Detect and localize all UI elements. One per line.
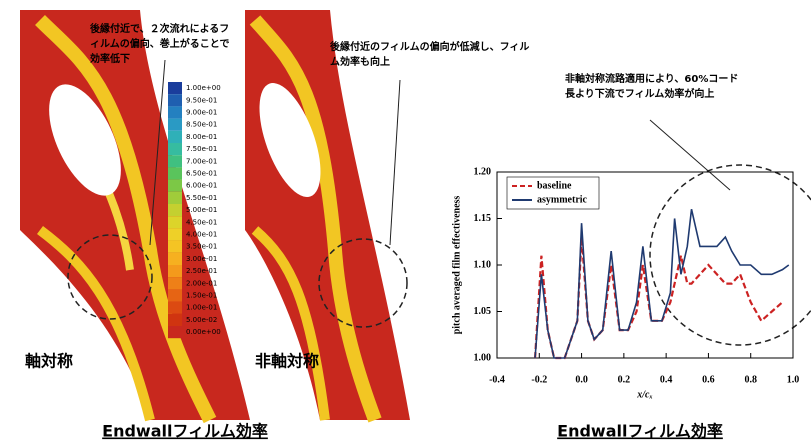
colorbar-swatch — [168, 179, 182, 192]
legend-label: baseline — [537, 180, 572, 191]
x-tick-label: -0.4 — [489, 374, 505, 385]
colorbar-label: 6.50e-01 — [186, 170, 217, 178]
x-axis-label: x/cₓ — [636, 389, 653, 400]
x-tick-label: 0.0 — [575, 374, 588, 385]
pointer — [389, 79, 401, 246]
colorbar-swatch — [168, 216, 182, 229]
colorbar-label: 7.00e-01 — [186, 157, 217, 165]
colorbar-label: 3.00e-01 — [186, 255, 217, 263]
caption: Endwallフィルム効率 — [557, 422, 723, 441]
colorbar-swatch — [168, 228, 182, 241]
x-tick-label: 0.4 — [660, 374, 673, 385]
annotation: 後縁付近のフィルムの偏向が低減し、フィルム効率も向上 — [330, 42, 530, 68]
x-tick-label: 0.6 — [702, 374, 715, 385]
colorbar-label: 2.50e-01 — [186, 267, 217, 275]
colorbar-label: 6.00e-01 — [186, 182, 217, 190]
annotation: 非軸対称流路適用により、60%コード長より下流でフィルム効率が向上 — [565, 74, 739, 100]
colorbar-swatch — [168, 204, 182, 217]
y-tick-label: 1.00 — [474, 352, 492, 363]
y-tick-label: 1.05 — [474, 306, 492, 317]
pointer — [149, 59, 166, 246]
colorbar-label: 9.50e-01 — [186, 96, 217, 104]
colorbar-label: 7.50e-01 — [186, 145, 217, 153]
colorbar-swatch — [168, 82, 182, 95]
colorbar-label: 9.00e-01 — [186, 109, 217, 117]
colorbar-label: 4.00e-01 — [186, 231, 217, 239]
annotation-text: 後縁付近で、２次流れによるフィルムの偏向、巻上がることで効率低下 — [90, 24, 230, 65]
panel-label: 軸対称 — [25, 352, 73, 371]
colorbar-swatch — [168, 289, 182, 302]
colorbar-swatch — [168, 118, 182, 131]
colorbar-swatch — [168, 326, 182, 339]
colorbar-label: 1.00e+00 — [186, 84, 221, 92]
colorbar-swatch — [168, 277, 182, 290]
colorbar-swatch — [168, 155, 182, 168]
x-tick-label: -0.2 — [531, 374, 547, 385]
legend-box — [506, 176, 600, 210]
legend-label: asymmetric — [537, 194, 588, 205]
colorbar-label: 5.00e-02 — [186, 316, 217, 324]
caption: Endwallフィルム効率 — [102, 422, 268, 441]
series-line — [533, 237, 784, 360]
colorbar-label: 8.50e-01 — [186, 121, 217, 129]
colorbar-swatch — [168, 252, 182, 265]
colorbar-label: 8.00e-01 — [186, 133, 217, 141]
colorbar-swatch — [168, 313, 182, 326]
y-tick-label: 1.10 — [474, 259, 492, 270]
right-contour — [245, 10, 410, 423]
colorbar-label: 5.00e-01 — [186, 206, 217, 214]
chart: 1.00 1.05 1.10 1.15 1.20 -0.4 -0.2 0.0 0.2 0.4 0.6… — [451, 166, 799, 400]
highlight-circle — [649, 164, 811, 346]
colorbar-swatch — [168, 167, 182, 180]
colorbar-swatch — [168, 191, 182, 204]
colorbar-swatch — [168, 265, 182, 278]
colorbar-label: 4.50e-01 — [186, 218, 217, 226]
colorbar-swatch — [168, 106, 182, 119]
annotation-text: 後縁付近のフィルムの偏向が低減し、フィルム効率も向上 — [330, 42, 530, 68]
annotation: 後縁付近で、２次流れによるフィルムの偏向、巻上がることで効率低下 — [90, 24, 230, 65]
colorbar-swatch — [168, 94, 182, 107]
colorbar-label: 1.00e-01 — [186, 304, 217, 312]
y-tick-label: 1.15 — [474, 213, 492, 224]
y-tick-label: 1.20 — [474, 166, 492, 177]
colorbar-swatch — [168, 240, 182, 253]
colorbar-label: 3.50e-01 — [186, 243, 217, 251]
colorbar-label: 2.00e-01 — [186, 279, 217, 287]
colorbar-label: 0.00e+00 — [186, 328, 221, 336]
colorbar-swatch — [168, 130, 182, 143]
x-tick-label: 1.0 — [787, 374, 800, 385]
annotation-text: 非軸対称流路適用により、60%コード長より下流でフィルム効率が向上 — [565, 74, 739, 100]
colorbar-swatch — [168, 143, 182, 156]
colorbar-label: 1.50e-01 — [186, 292, 217, 300]
colorbar-label: 5.50e-01 — [186, 194, 217, 202]
panel-label: 非軸対称 — [255, 352, 319, 371]
pointer — [649, 119, 731, 191]
x-tick-label: 0.2 — [618, 374, 631, 385]
series-line — [534, 209, 790, 359]
x-tick-label: 0.8 — [744, 374, 757, 385]
y-axis-label: pitch averaged film effectiveness — [451, 196, 462, 335]
left-contour — [20, 10, 250, 424]
colorbar-swatch — [168, 301, 182, 314]
